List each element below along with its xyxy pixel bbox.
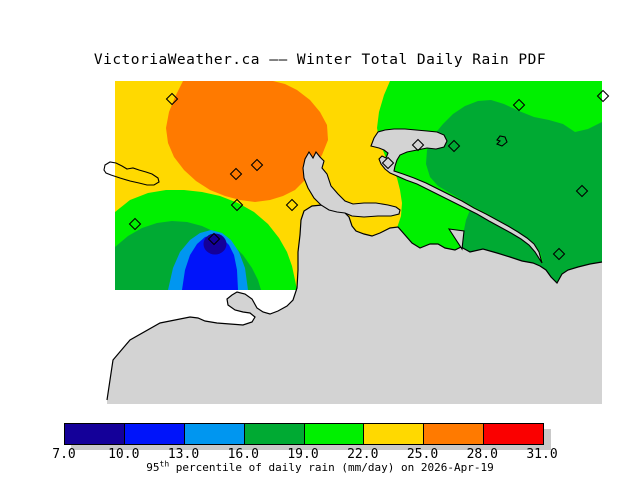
- caption-superscript: th: [159, 459, 170, 469]
- page-title: VictoriaWeather.ca —— Winter Total Daily…: [93, 52, 547, 68]
- bay-and-channel: [370, 128, 543, 264]
- colorbar-segment: [483, 424, 543, 444]
- harbour-notch: [447, 228, 465, 251]
- colorbar-tick: 28.0: [466, 447, 498, 462]
- station-marker: [229, 167, 243, 181]
- colorbar-segment: [243, 424, 304, 444]
- station-marker: [512, 98, 526, 112]
- colorbar-tick: 19.0: [287, 447, 319, 462]
- station-markers: [128, 89, 610, 261]
- colorbar: [64, 423, 544, 445]
- contour-orange-blob: [166, 81, 328, 202]
- colorbar-tick: 25.0: [406, 447, 439, 462]
- contour-darkgreen-right: [426, 100, 602, 290]
- station-marker: [285, 198, 299, 212]
- station-marker: [552, 247, 566, 261]
- caption-prefix: 95: [146, 461, 160, 474]
- station-marker: [447, 139, 461, 153]
- caption-rest: percentile of daily rain (mm/day) on 202…: [169, 461, 494, 474]
- station-marker: [207, 232, 221, 246]
- harbour-inlet-complex: [302, 150, 401, 218]
- colorbar-tick: 31.0: [526, 447, 558, 462]
- colorbar-tick: 16.0: [227, 447, 259, 462]
- island-outline-west: [103, 161, 160, 186]
- colorbar-tick: 13.0: [167, 447, 200, 462]
- colorbar-tick: 7.0: [52, 447, 76, 462]
- colorbar-caption: 95th percentile of daily rain (mm/day) o…: [0, 459, 640, 474]
- station-marker: [381, 156, 395, 170]
- station-marker: [165, 92, 179, 106]
- colorbar-segment: [423, 424, 484, 444]
- station-marker: [596, 89, 610, 103]
- colorbar-tick: 10.0: [108, 447, 140, 462]
- station-marker: [411, 138, 425, 152]
- sea-strait: [107, 205, 602, 404]
- station-marker: [128, 217, 142, 231]
- colorbar-segment: [363, 424, 424, 444]
- station-marker: [250, 158, 264, 172]
- colorbar-segment: [303, 424, 364, 444]
- coastline-main: [106, 204, 603, 401]
- islet-outline-east: [496, 135, 508, 147]
- station-marker: [230, 198, 244, 212]
- colorbar-segment: [123, 424, 184, 444]
- colorbar-tick-labels: 7.0 10.0 13.0 16.0 19.0 22.0 25.0 28.0 31.0: [0, 447, 640, 462]
- station-marker: [575, 184, 589, 198]
- colorbar-tick: 22.0: [347, 447, 379, 462]
- colorbar-segment: [183, 424, 244, 444]
- colorbar-segment: [65, 424, 124, 444]
